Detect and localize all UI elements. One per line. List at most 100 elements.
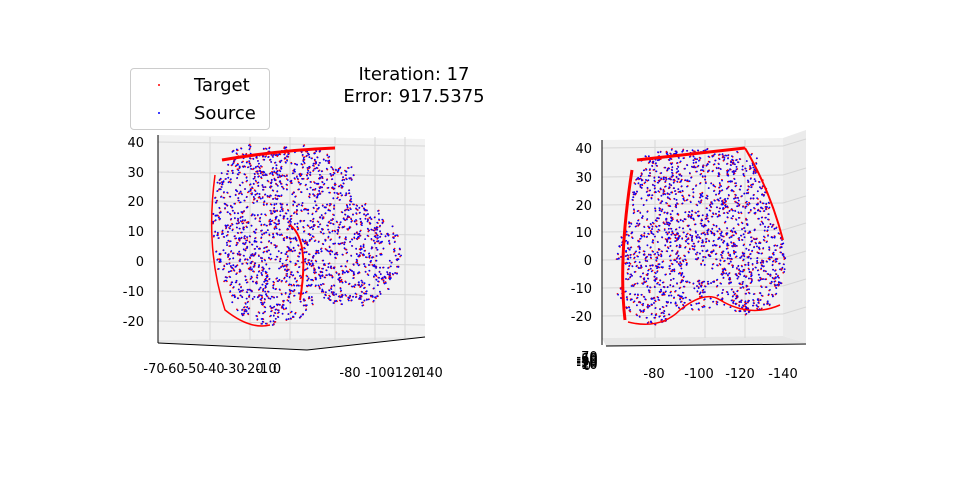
left-source-point <box>356 236 359 239</box>
right-source-point <box>746 203 749 206</box>
left-source-point <box>340 295 343 298</box>
right-source-point <box>654 207 656 210</box>
left-source-point <box>375 255 378 257</box>
right-source-point <box>763 265 765 267</box>
left-source-point <box>222 249 225 252</box>
left-source-point <box>264 310 266 313</box>
right-source-point <box>766 206 768 208</box>
left-source-point <box>294 312 297 315</box>
left-source-point <box>292 203 295 206</box>
left-source-point <box>352 263 355 266</box>
left-source-point <box>268 195 271 198</box>
right-source-point <box>655 259 658 261</box>
left-source-point <box>298 292 300 294</box>
right-source-point <box>720 239 723 241</box>
legend-label-source: Source <box>194 102 256 124</box>
left-source-point <box>275 223 278 226</box>
right-source-point <box>747 256 750 258</box>
right-source-point <box>694 157 696 160</box>
left-source-point <box>235 273 238 275</box>
right-source-point <box>682 279 684 282</box>
left-source-point <box>326 154 329 157</box>
left-source-point <box>339 192 342 195</box>
left-source-point <box>278 267 280 270</box>
right-source-point <box>743 227 746 229</box>
left-source-point <box>221 181 224 184</box>
left-source-point <box>243 199 246 202</box>
left-source-point <box>319 270 322 273</box>
left-source-point <box>257 214 259 216</box>
left-source-point <box>379 241 382 244</box>
left-source-point <box>250 254 252 256</box>
left-source-point <box>229 290 232 293</box>
left-source-point <box>268 278 271 280</box>
left-source-point <box>254 166 257 168</box>
left-source-point <box>213 234 215 237</box>
left-source-point <box>220 196 222 198</box>
left-source-point <box>316 156 319 159</box>
left-source-point <box>303 208 305 211</box>
left-source-point <box>268 256 270 259</box>
left-source-point <box>292 237 295 240</box>
left-z-tick-label: 30 <box>127 166 144 181</box>
right-source-point <box>688 211 691 214</box>
left-source-point <box>365 299 368 301</box>
left-source-point <box>277 309 279 311</box>
left-source-point <box>352 295 355 298</box>
right-source-point <box>722 276 725 279</box>
left-source-point <box>262 174 265 177</box>
left-z-tick-label: 0 <box>136 255 144 270</box>
left-source-point <box>274 308 277 311</box>
right-source-point <box>647 277 649 280</box>
right-source-point <box>739 310 742 313</box>
left-source-point <box>257 184 260 187</box>
left-source-point <box>219 211 222 214</box>
left-source-point <box>270 185 273 188</box>
left-source-point <box>300 204 303 207</box>
left-source-point <box>270 210 272 212</box>
left-source-point <box>307 284 310 287</box>
left-source-point <box>302 157 305 159</box>
right-source-point <box>765 202 768 205</box>
left-source-point <box>241 263 244 265</box>
left-source-point <box>288 276 291 279</box>
right-source-point <box>644 155 647 158</box>
right-source-point <box>746 223 749 226</box>
left-source-point <box>340 172 343 174</box>
left-source-point <box>367 219 369 221</box>
left-source-point <box>396 259 399 261</box>
left-source-point <box>311 262 314 265</box>
left-source-point <box>376 234 379 237</box>
left-source-point <box>246 226 248 229</box>
left-source-point <box>303 298 305 301</box>
right-source-point <box>726 197 729 200</box>
left-source-point <box>308 240 311 242</box>
left-source-point <box>217 268 220 270</box>
left-source-point <box>251 268 253 270</box>
left-source-point <box>293 212 295 215</box>
right-source-point <box>731 266 734 269</box>
left-source-point <box>374 242 376 245</box>
right-source-point <box>626 298 629 301</box>
left-source-point <box>306 154 308 157</box>
right-source-point <box>723 303 726 306</box>
left-source-point <box>361 222 363 225</box>
right-source-point <box>766 260 768 263</box>
left-source-point <box>348 189 350 192</box>
left-source-point <box>258 193 261 195</box>
right-source-point <box>713 234 716 237</box>
left-source-point <box>214 230 217 233</box>
right-source-point <box>742 286 744 288</box>
left-source-point <box>254 237 256 240</box>
left-source-point <box>268 267 271 270</box>
left-z-gridline <box>157 200 426 206</box>
right-source-point <box>718 153 721 156</box>
right-source-point <box>731 171 734 173</box>
left-source-point <box>264 284 267 287</box>
left-source-point <box>244 303 247 305</box>
left-source-point <box>232 150 235 152</box>
left-source-point <box>288 249 291 251</box>
left-source-point <box>294 262 297 265</box>
right-source-point <box>773 227 776 230</box>
left-source-point <box>248 148 251 151</box>
